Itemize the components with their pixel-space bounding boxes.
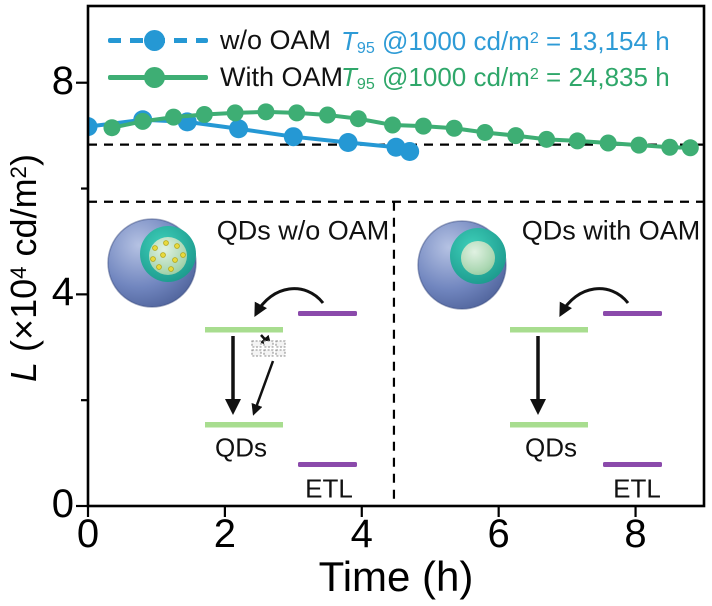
legend-item-wo-oam: w/o OAM [104, 24, 344, 56]
axis-ticks [76, 81, 637, 517]
legend-item-with-oam: With OAM [104, 61, 344, 93]
legend-marker-green-circle [144, 67, 165, 88]
y-label-symbol: L [3, 361, 44, 382]
x-axis-label: Time (h) [318, 553, 474, 600]
inset-right-title: QDs with OAM [521, 215, 701, 246]
inset-left-title: QDs w/o OAM [216, 215, 390, 246]
y-tick-label-8: 8 [51, 58, 74, 103]
series-with-oam [103, 103, 699, 157]
annotation-t95-with-oam: T95 @1000 cd/m2 = 24,835 h [341, 62, 670, 94]
inset-left-energy-diagram [205, 287, 357, 467]
inset-left-graphics [107, 218, 357, 467]
x-tick-label-8: 8 [624, 512, 647, 556]
x-tick-label-6: 6 [487, 512, 510, 556]
x-tick-label-0: 0 [76, 512, 100, 556]
inset-right-qds-label: QDs [525, 432, 577, 463]
plot-frame [86, 4, 706, 508]
legend-label-with-oam: With OAM [220, 62, 344, 92]
inset-left-qds-label: QDs [215, 432, 267, 463]
legend-marker-blue-circle [144, 30, 165, 51]
inset-right-graphics [417, 220, 662, 467]
y-tick-label-4: 4 [51, 270, 74, 315]
inset-right-etl-label: ETL [613, 473, 661, 504]
inset-right-energy-diagram [510, 287, 662, 467]
inset-left-etl-label: ETL [305, 473, 353, 504]
reference-dashed-lines [88, 143, 704, 506]
series-wo-oam [88, 110, 420, 162]
annotation-t95-wo-oam: T95 @1000 cd/m2 = 13,154 h [341, 26, 670, 58]
core-shell-qd-sphere [417, 220, 507, 310]
x-tick-label-4: 4 [350, 512, 373, 556]
y-tick-label-0: 0 [51, 482, 74, 526]
x-tick-label-2: 2 [213, 512, 236, 556]
core-shell-qd-sphere [107, 218, 197, 308]
y-axis-label: L (×104 cd/m2) [3, 154, 44, 382]
legend-label-wo-oam: w/o OAM [220, 25, 332, 55]
